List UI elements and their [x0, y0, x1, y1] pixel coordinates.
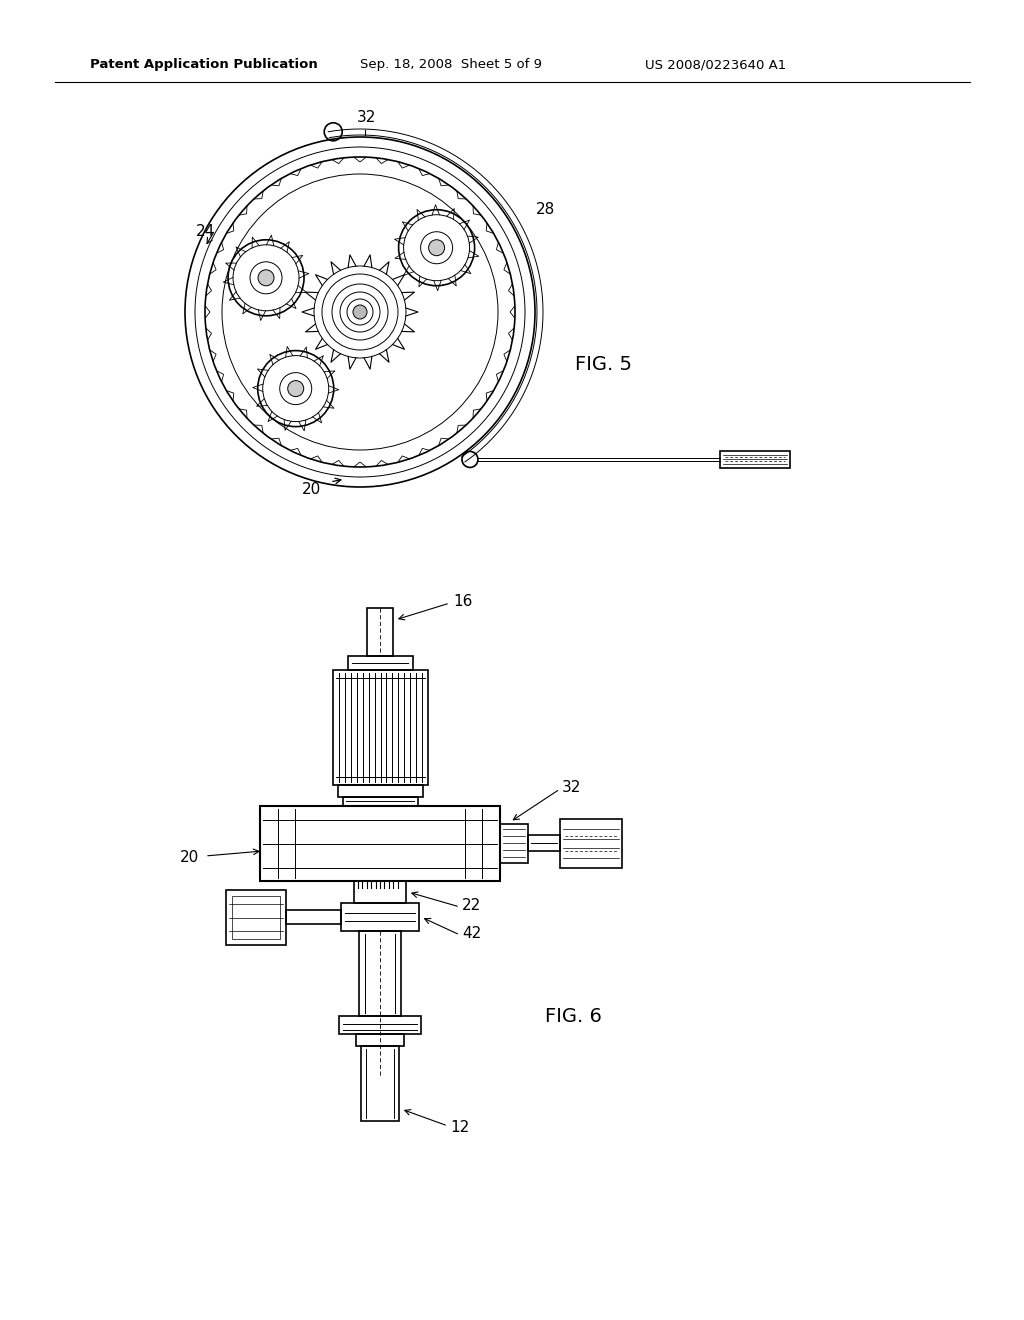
- Circle shape: [429, 240, 444, 256]
- Bar: [367, 609, 393, 656]
- Text: 12: 12: [450, 1121, 469, 1135]
- Text: 28: 28: [536, 202, 555, 218]
- Text: FIG. 6: FIG. 6: [545, 1006, 602, 1026]
- Bar: [354, 880, 406, 903]
- Circle shape: [258, 269, 274, 286]
- Text: 42: 42: [462, 925, 481, 940]
- Text: 32: 32: [357, 110, 377, 124]
- Bar: [333, 671, 428, 785]
- Text: 22: 22: [462, 898, 481, 912]
- Text: 20: 20: [302, 483, 322, 498]
- Bar: [260, 807, 500, 880]
- Text: 20: 20: [180, 850, 200, 866]
- Bar: [226, 890, 286, 945]
- Bar: [232, 896, 280, 939]
- Bar: [343, 797, 418, 807]
- Text: Patent Application Publication: Patent Application Publication: [90, 58, 317, 71]
- Bar: [341, 903, 419, 931]
- Bar: [361, 1045, 399, 1121]
- Text: 16: 16: [453, 594, 472, 609]
- Bar: [348, 656, 413, 671]
- Bar: [339, 1016, 421, 1034]
- Bar: [500, 824, 528, 863]
- Text: 32: 32: [562, 780, 582, 795]
- Circle shape: [353, 305, 367, 319]
- Bar: [338, 785, 423, 797]
- Circle shape: [288, 380, 304, 396]
- Text: US 2008/0223640 A1: US 2008/0223640 A1: [645, 58, 786, 71]
- Text: Sep. 18, 2008  Sheet 5 of 9: Sep. 18, 2008 Sheet 5 of 9: [360, 58, 542, 71]
- Bar: [359, 931, 401, 1016]
- Bar: [286, 909, 341, 924]
- Text: FIG. 5: FIG. 5: [575, 355, 632, 375]
- Text: 24: 24: [196, 224, 215, 239]
- Bar: [720, 451, 790, 469]
- Bar: [356, 1034, 404, 1045]
- Bar: [528, 836, 560, 851]
- Bar: [560, 818, 622, 869]
